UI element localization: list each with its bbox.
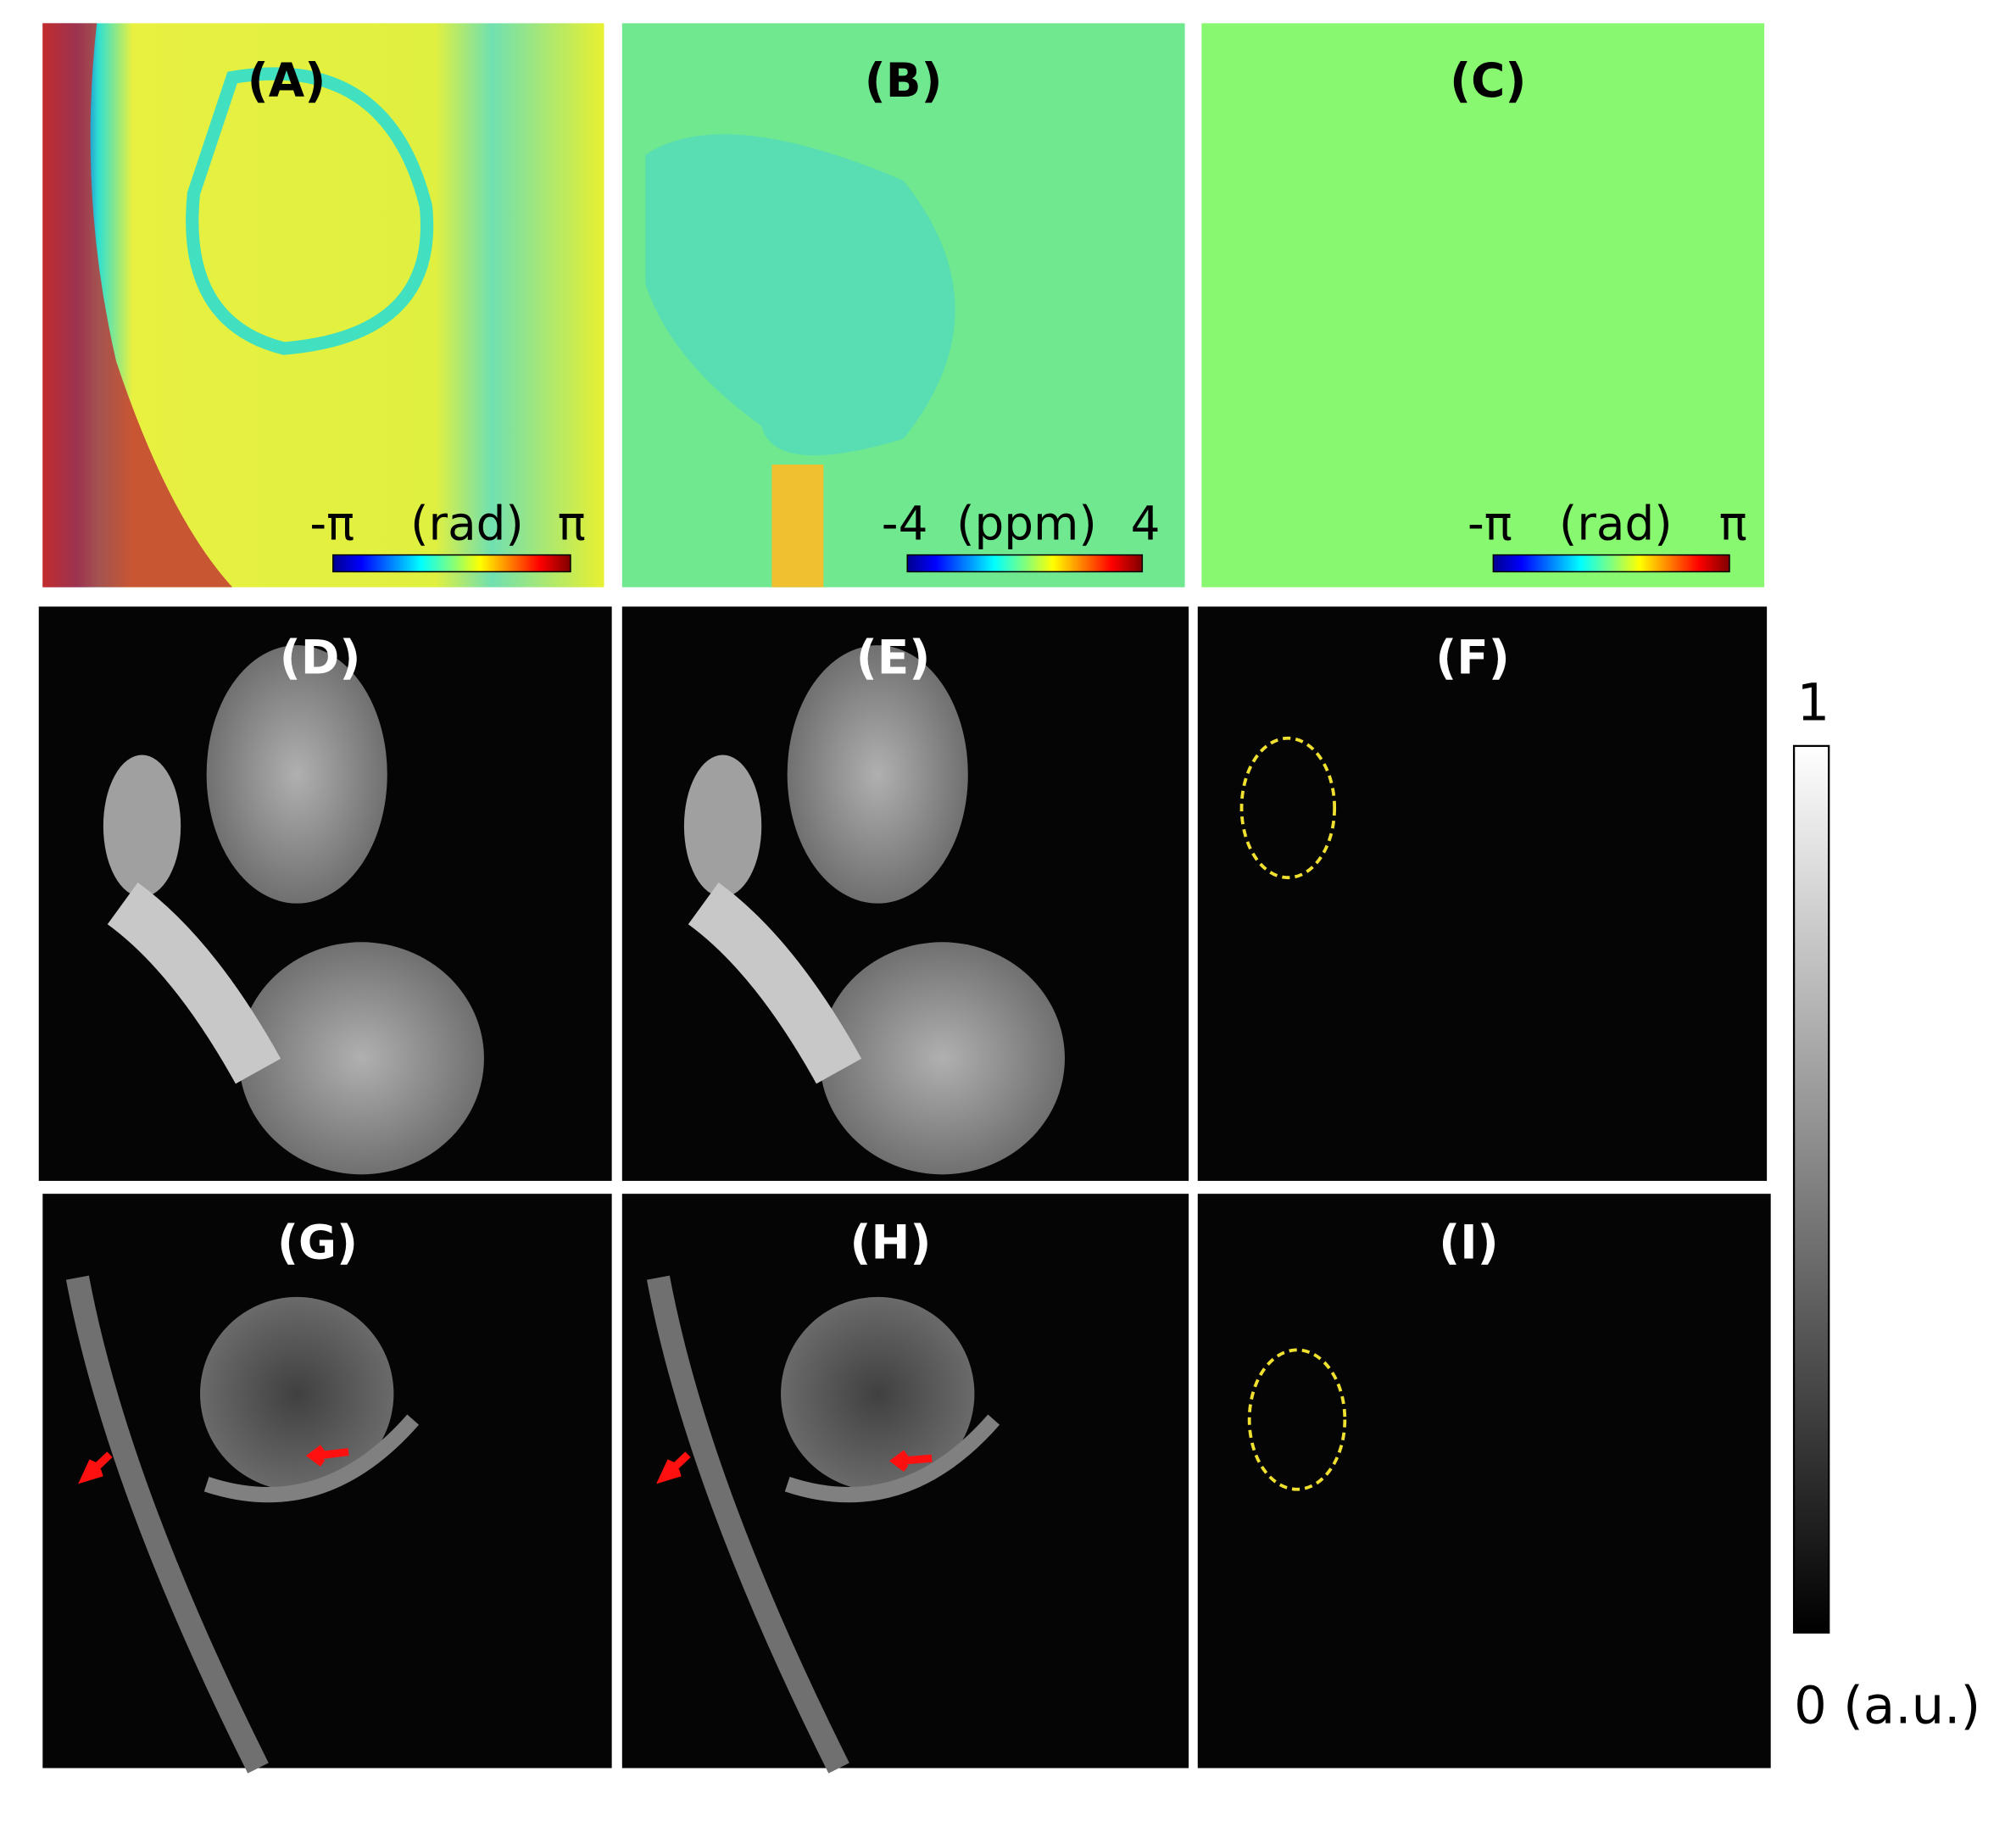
panel-b: [621, 23, 1185, 588]
panel-f: [1197, 606, 1768, 1181]
panel-label: (G): [277, 1215, 358, 1269]
grayscale-colorbar: [1792, 744, 1830, 1634]
panel-label: (E): [856, 631, 931, 685]
arrow: [888, 1450, 933, 1473]
structure: [186, 67, 434, 355]
colorbar: [1492, 554, 1730, 573]
panel-a: [42, 23, 604, 588]
colorbar: [332, 554, 571, 573]
colorbar-max: π: [1719, 496, 1747, 550]
panel-i: [1197, 1194, 1771, 1768]
colorbar-unit: (ppm): [956, 496, 1097, 550]
phase-image: [1201, 23, 1765, 588]
panel-label: (B): [865, 53, 943, 108]
panel-label: (H): [849, 1215, 931, 1269]
artifact: [771, 465, 824, 588]
colorbar: [906, 554, 1144, 573]
arrow: [78, 1451, 113, 1484]
arrow: [656, 1451, 691, 1484]
panel-c: [1201, 23, 1765, 588]
structure: [645, 134, 955, 456]
colorbar-min: -π: [309, 496, 354, 550]
roi-ellipse: [1239, 736, 1337, 880]
roi-ellipse: [1247, 1348, 1347, 1491]
colorbar-min: 0 (a.u.): [1794, 1675, 1980, 1735]
panel-label: (C): [1450, 53, 1526, 108]
arrow: [305, 1445, 349, 1467]
panel-h: [621, 1194, 1189, 1774]
colorbar-min: -4: [882, 496, 928, 550]
panel-label: (F): [1435, 631, 1510, 685]
colorbar-max: 4: [1131, 496, 1161, 550]
panel-e: [621, 606, 1189, 1181]
colorbar-max: π: [558, 496, 586, 550]
panel-d: [38, 606, 612, 1181]
colorbar-unit: (rad): [410, 496, 524, 550]
colorbar-min: -π: [1467, 496, 1512, 550]
panel-label: (I): [1439, 1215, 1498, 1269]
panel-g: [42, 1194, 612, 1774]
noise-region: [42, 23, 233, 588]
panel-label: (A): [248, 53, 326, 108]
panel-label: (D): [280, 631, 361, 685]
colorbar-unit: (rad): [1559, 496, 1673, 550]
colorbar-max: 1: [1797, 672, 1830, 732]
